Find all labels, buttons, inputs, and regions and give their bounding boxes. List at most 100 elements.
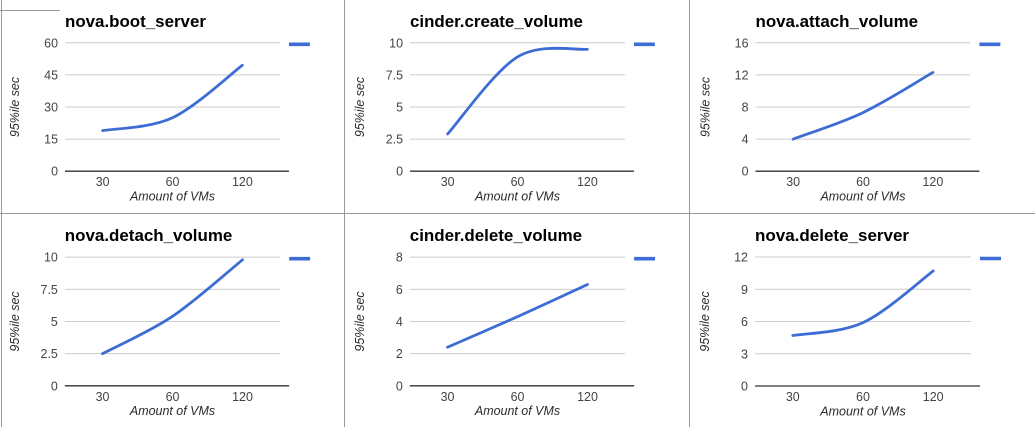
gridlines	[65, 42, 289, 172]
series-line	[791, 71, 935, 141]
series-line	[101, 257, 244, 355]
chart-title: cinder.create_volume	[410, 12, 583, 31]
x-tick-label: 30	[441, 175, 455, 189]
x-tick-labels: 30 60 120	[96, 389, 253, 403]
y-tick-label: 16	[735, 36, 749, 50]
x-tick-label: 120	[232, 389, 253, 403]
x-axis-title: Amount of VMs	[819, 190, 905, 204]
chart-title: nova.detach_volume	[65, 226, 233, 245]
x-tick-label: 120	[923, 390, 944, 404]
y-axis-title: 95%ile sec	[353, 290, 367, 351]
line-chart: nova.boot_server 0 15 30 45 60 30 60 120 95%il…	[8, 12, 310, 204]
y-axis-title: 95%ile sec	[353, 76, 367, 137]
y-tick-labels: 0 4 8 12 16	[735, 36, 749, 178]
y-tick-label: 2.5	[41, 347, 58, 361]
y-tick-label: 2.5	[386, 133, 403, 147]
chart-cell: nova.boot_server 0 15 30 45 60 30 60 120 95%il…	[0, 0, 345, 214]
x-tick-label: 60	[511, 175, 525, 189]
y-tick-label: 4	[396, 314, 403, 328]
x-tick-label: 30	[96, 175, 110, 189]
chart-cell: cinder.create_volume 0 2.5 5 7.5 10 30 60 120 …	[345, 0, 690, 214]
series-line	[446, 282, 589, 349]
gridlines	[755, 42, 980, 172]
x-tick-label: 60	[856, 175, 870, 189]
y-tick-label: 45	[44, 68, 58, 82]
y-tick-label: 0	[396, 165, 403, 179]
y-axis-title: 95%ile sec	[8, 76, 22, 137]
y-tick-label: 4	[742, 133, 749, 147]
x-tick-label: 60	[511, 389, 525, 403]
gridlines	[409, 256, 635, 386]
line-chart: nova.delete_server 0 3 6 9 12 30 60 120 95%ile…	[698, 226, 1001, 418]
y-tick-label: 9	[741, 282, 748, 296]
x-tick-labels: 30 60 120	[441, 175, 598, 189]
x-tick-label: 120	[232, 175, 253, 189]
x-tick-label: 60	[166, 389, 180, 403]
y-tick-label: 5	[396, 100, 403, 114]
series-line	[446, 46, 589, 136]
y-tick-label: 2	[396, 347, 403, 361]
series-line	[791, 269, 935, 337]
line-chart: nova.attach_volume 0 4 8 12 16 30 60 120 95%il…	[699, 12, 1001, 204]
y-tick-label: 30	[44, 100, 58, 114]
x-tick-labels: 30 60 120	[786, 390, 944, 404]
chart-cell: cinder.delete_volume 0 2 4 6 8 30 60 120 95%il…	[345, 213, 690, 427]
y-tick-label: 0	[396, 379, 403, 393]
top-row-divider	[0, 10, 60, 11]
x-tick-label: 120	[922, 175, 943, 189]
gridlines	[64, 256, 290, 386]
chart-cell: nova.delete_server 0 3 6 9 12 30 60 120 95%ile…	[690, 213, 1035, 427]
y-tick-label: 6	[741, 315, 748, 329]
line-chart: cinder.delete_volume 0 2 4 6 8 30 60 120 95%il…	[353, 226, 656, 418]
y-tick-label: 0	[51, 379, 58, 393]
x-tick-label: 60	[856, 390, 870, 404]
x-axis-title: Amount of VMs	[129, 190, 215, 204]
series-line	[101, 63, 244, 132]
x-tick-label: 30	[786, 175, 800, 189]
x-tick-labels: 30 60 120	[96, 175, 253, 189]
x-tick-label: 30	[441, 389, 455, 403]
x-tick-labels: 30 60 120	[441, 389, 598, 403]
y-tick-label: 7.5	[386, 68, 403, 82]
y-tick-label: 5	[51, 314, 58, 328]
y-tick-labels: 0 15 30 45 60	[44, 36, 58, 178]
chart-cell: nova.detach_volume 0 2.5 5 7.5 10 30 60 120 95…	[0, 213, 345, 427]
chart-title: nova.delete_server	[755, 226, 909, 245]
y-tick-label: 12	[734, 250, 748, 264]
y-tick-labels: 0 2.5 5 7.5 10	[41, 250, 58, 393]
y-tick-labels: 0 2 4 6 8	[396, 250, 403, 393]
y-tick-label: 10	[44, 250, 58, 264]
x-tick-label: 120	[577, 175, 598, 189]
y-tick-label: 0	[742, 165, 749, 179]
x-tick-label: 60	[166, 175, 180, 189]
y-tick-label: 10	[389, 36, 403, 50]
y-tick-label: 7.5	[41, 282, 58, 296]
y-axis-title: 95%ile sec	[8, 290, 22, 351]
y-axis-title: 95%ile sec	[699, 76, 713, 137]
x-axis-title: Amount of VMs	[129, 404, 215, 418]
y-tick-label: 0	[51, 165, 58, 179]
x-tick-label: 30	[786, 390, 800, 404]
y-tick-label: 8	[396, 250, 403, 264]
line-chart: nova.detach_volume 0 2.5 5 7.5 10 30 60 120 95…	[8, 226, 311, 418]
y-tick-label: 3	[741, 347, 748, 361]
chart-title: nova.boot_server	[65, 12, 206, 31]
y-tick-labels: 0 3 6 9 12	[734, 250, 748, 393]
y-tick-label: 15	[44, 133, 58, 147]
y-tick-label: 6	[396, 282, 403, 296]
line-chart: cinder.create_volume 02.557.510 30 60 120 …	[353, 12, 655, 204]
x-tick-label: 30	[96, 389, 110, 403]
chart-title: cinder.delete_volume	[410, 226, 582, 245]
y-tick-label: 8	[742, 100, 749, 114]
page-left-border	[1, 0, 2, 427]
y-axis-title: 95%ile sec	[698, 290, 712, 351]
x-axis-title: Amount of VMs	[819, 404, 905, 418]
y-tick-label: 60	[44, 36, 58, 50]
chart-title: nova.attach_volume	[756, 12, 919, 31]
y-tick-label: 12	[735, 68, 749, 82]
x-axis-title: Amount of VMs	[474, 190, 560, 204]
gridlines	[410, 42, 634, 172]
y-tick-label: 0	[741, 379, 748, 393]
